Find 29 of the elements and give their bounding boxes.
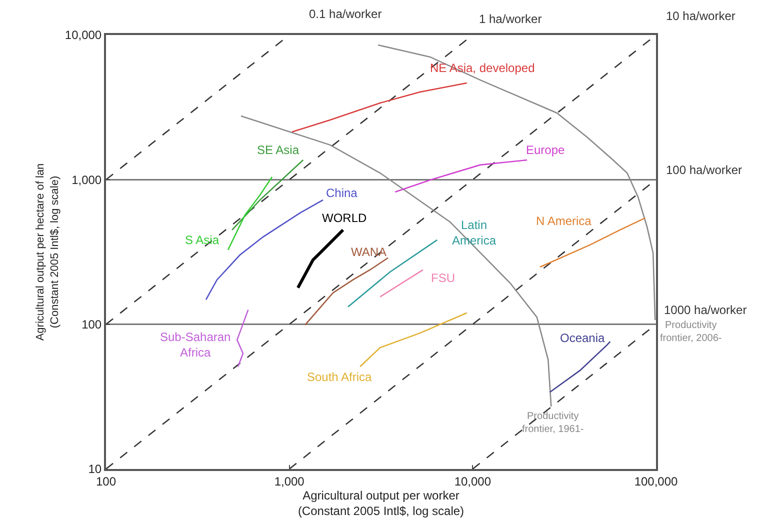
series-label: N America <box>536 214 592 228</box>
series-label: SE Asia <box>257 143 300 157</box>
x-tick-label: 100,000 <box>634 474 678 488</box>
line-series <box>236 309 249 368</box>
series-label: Productivity frontier, 1961- <box>522 411 584 435</box>
series-label: Europe <box>526 143 566 157</box>
series-label: WANA <box>351 245 387 259</box>
series-label: 1 ha/worker <box>479 12 542 26</box>
x-tick-label: 1,000 <box>274 474 305 488</box>
series-label: WORLD <box>322 211 367 225</box>
series-label: South Africa <box>307 370 372 384</box>
series-label: China <box>326 186 358 200</box>
series-label: S Asia <box>185 233 220 247</box>
series-label: FSU <box>431 271 455 285</box>
series-label: 10 ha/worker <box>666 9 736 23</box>
x-axis-title: Agricultural output per worker (Constant 2005 Intl$, log scale) <box>298 488 464 518</box>
y-tick-label: 100 <box>82 318 102 332</box>
x-tick-label: 100 <box>96 474 116 488</box>
y-tick-label: 10,000 <box>64 28 102 42</box>
y-axis-title: Agricultural output per hectare of lan (Constant 2005 Intl$, log scale) <box>34 163 62 341</box>
series-label: Oceania <box>560 331 606 345</box>
y-tick-label: 1,000 <box>72 172 102 187</box>
series-label: 100 ha/worker <box>666 163 742 177</box>
x-tick-label: 10,000 <box>454 474 492 488</box>
series-label: Sub-Saharan Africa <box>160 330 231 360</box>
series-label: Productivity frontier, 2006- <box>660 320 722 344</box>
y-tick-label: 10 <box>88 462 102 476</box>
text: 0.1 ha/worker <box>309 7 382 21</box>
series-label: 1000 ha/worker <box>664 303 747 317</box>
